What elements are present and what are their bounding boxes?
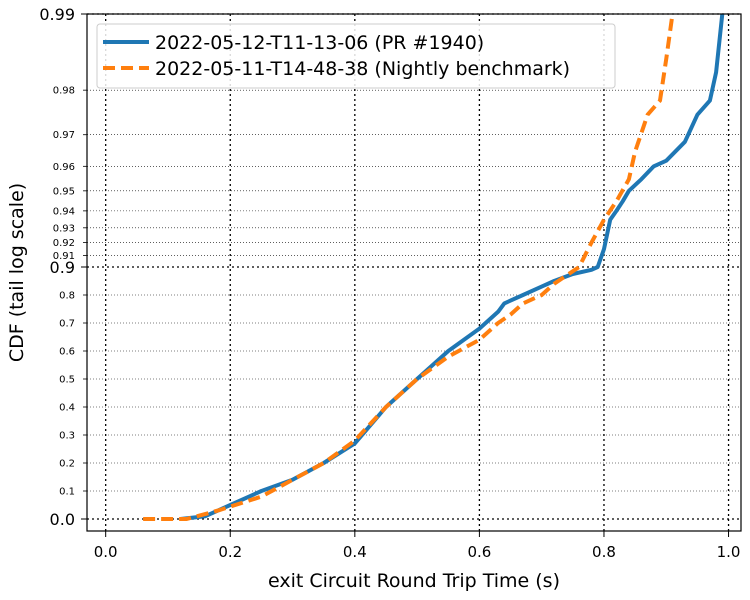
y-major-tick-label: 0.99 <box>39 5 75 24</box>
y-minor-tick-label: 0.94 <box>53 206 75 217</box>
y-major-tick-label: 0.0 <box>50 510 75 529</box>
series-line-1 <box>180 13 725 521</box>
y-minor-tick-label: 0.91 <box>53 251 75 262</box>
series-lines <box>143 13 725 521</box>
gridlines <box>87 13 741 531</box>
y-minor-tick-label: 0.95 <box>53 186 75 197</box>
y-minor-tick-label: 0.6 <box>59 347 75 358</box>
y-axis-title: CDF (tail log scale) <box>6 183 28 362</box>
y-minor-tick-label: 0.3 <box>59 431 75 442</box>
plot-frame <box>86 13 742 532</box>
x-tick-label: 0.8 <box>592 543 616 561</box>
y-minor-tick-label: 0.2 <box>59 459 75 470</box>
legend-box <box>96 23 616 89</box>
y-minor-tick-label: 0.5 <box>59 375 75 386</box>
legend-label-1: 2022-05-12-T11-13-06 (PR #1940) <box>155 32 484 54</box>
x-axis-title: exit Circuit Round Trip Time (s) <box>268 570 560 592</box>
y-minor-tick-label: 0.93 <box>53 223 75 234</box>
series-line-2 <box>143 13 675 521</box>
y-minor-tick-label: 0.92 <box>53 238 75 249</box>
y-minor-tick-label: 0.97 <box>53 130 75 141</box>
y-minor-tick-label: 0.4 <box>59 403 75 414</box>
x-tick-label: 0.2 <box>218 543 242 561</box>
y-minor-tick-label: 0.98 <box>53 86 75 97</box>
y-minor-tick-label: 0.7 <box>59 319 75 330</box>
x-tick-label: 0.4 <box>343 543 367 561</box>
y-minor-tick-label: 0.1 <box>59 487 75 498</box>
y-minor-tick-label: 0.96 <box>53 162 75 173</box>
axis-ticks: 0.0 0.2 0.4 0.6 0.8 1.0 0.1 0.2 0.3 0.4 0.5 0.6 0.7 0… <box>39 5 740 561</box>
legend-label-2: 2022-05-11-T14-48-38 (Nightly benchmark) <box>155 58 570 80</box>
legend: 2022-05-12-T11-13-06 (PR #1940) 2022-05-1… <box>96 23 616 89</box>
x-tick-label: 0.0 <box>94 543 118 561</box>
x-tick-label: 0.6 <box>467 543 491 561</box>
y-major-tick-label: 0.9 <box>50 258 75 277</box>
y-minor-tick-label: 0.8 <box>59 291 75 302</box>
x-tick-label: 1.0 <box>717 543 741 561</box>
